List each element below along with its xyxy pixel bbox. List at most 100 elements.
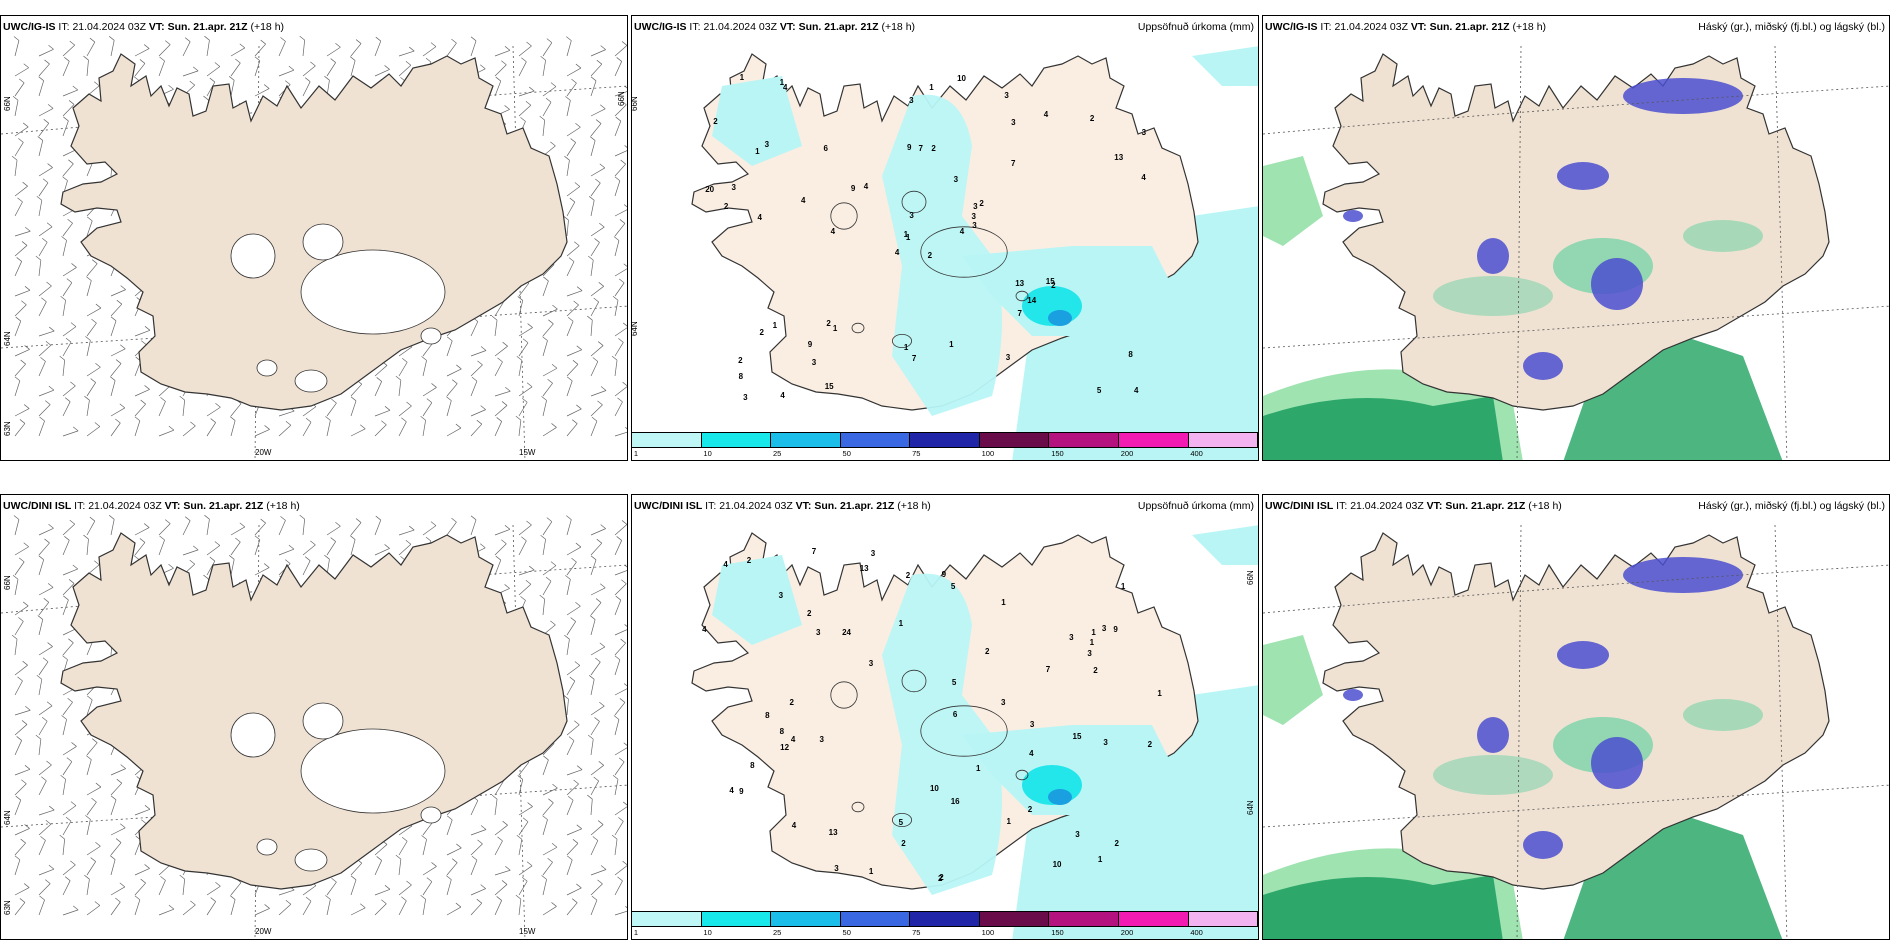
wind-barb-flag [620, 638, 626, 644]
wind-barb-flag [623, 683, 627, 687]
wind-barb-flag [591, 895, 598, 901]
wind-barb [518, 881, 528, 896]
wind-barb-flag [521, 876, 528, 882]
colorbar-cell [771, 912, 841, 926]
cloud-panel-top: UWC/IG-IS IT: 21.04.2024 03Z VT: Sun. 21… [1262, 15, 1890, 461]
precip-value: 4 [757, 212, 762, 222]
precip-value: 3 [731, 183, 736, 193]
wind-barb-flag [17, 197, 23, 203]
wind-barb [590, 542, 603, 556]
wind-barb [254, 43, 266, 57]
wind-barb-flag [70, 860, 76, 866]
wind-barb [254, 908, 270, 916]
wind-barb-flag [229, 895, 236, 900]
wind-barb-flag [384, 65, 390, 70]
wind-barb-flag [563, 215, 569, 221]
cloud-map-bottom [1263, 524, 1889, 939]
wind-barb [14, 724, 28, 736]
wind-barb [590, 602, 602, 616]
precip-value: 2 [905, 570, 911, 580]
wind-barb [62, 89, 78, 97]
wind-barb [518, 806, 533, 816]
wind-barb-flag [24, 345, 30, 350]
parallel-66n [1263, 85, 1889, 135]
wind-barb [14, 349, 30, 357]
wind-barb-flag [470, 36, 477, 42]
wind-barb-flag [376, 377, 382, 382]
wind-barb-flag [65, 816, 72, 822]
wind-barb-flag [575, 601, 581, 607]
wind-barb [302, 519, 306, 536]
wind-barb-flag [456, 843, 462, 849]
wind-barb-flag [71, 263, 77, 268]
wind-barb [542, 846, 558, 856]
colorbar-cell [979, 912, 1050, 926]
wind-barb-flag [38, 555, 44, 560]
wind-barb [590, 765, 604, 776]
wind-barb-flag [159, 56, 165, 62]
wind-barb-flag [616, 536, 622, 541]
wind-barb-flag [60, 295, 66, 301]
wind-barb [134, 899, 141, 916]
wind-barb [62, 805, 77, 816]
wind-barb-flag [36, 674, 43, 680]
wind-barb [62, 44, 75, 57]
wind-barb [518, 420, 522, 437]
wind-barb-flag [116, 299, 123, 305]
wind-barb [614, 642, 626, 656]
wind-barb [542, 264, 555, 277]
precip-panel-bottom: UWC/DINI ISL IT: 21.04.2024 03Z VT: Sun.… [631, 494, 1259, 940]
precip-title: Uppsöfnuð úrkoma (mm) [1137, 21, 1254, 33]
wind-barb [614, 342, 624, 357]
wind-barb [38, 301, 47, 317]
wind-barb-flag [110, 316, 117, 322]
wind-barb [350, 907, 366, 916]
wind-barb [398, 380, 402, 397]
cloud-title: Háský (gr.), miðský (fj.bl.) og lágský (… [1698, 21, 1885, 33]
wind-barb-flag [95, 841, 101, 847]
wind-barb-flag [95, 782, 102, 788]
wind-barb [14, 859, 21, 876]
wind-barb [470, 350, 487, 357]
precip-fill [1012, 46, 1258, 460]
wind-barb-flag [395, 375, 402, 381]
wind-barb-flag [624, 624, 627, 627]
map-grid [1263, 524, 1889, 939]
precip-value: 1 [898, 619, 904, 629]
wind-barb [470, 843, 483, 856]
wind-barb-flag [566, 36, 572, 41]
wind-barb [518, 899, 522, 916]
wind-barb-flag [525, 101, 532, 106]
wind-barb [470, 860, 478, 876]
wind-barb [38, 721, 48, 736]
wind-barb [14, 664, 28, 676]
wind-barb-flag [71, 742, 77, 747]
wind-barb [614, 401, 623, 417]
wind-barb-flag [597, 820, 604, 825]
wind-barb [590, 167, 605, 177]
wind-barb [110, 320, 117, 337]
precip-value: 20 [705, 184, 715, 194]
wind-barb [542, 580, 552, 596]
wind-barb-flag [491, 315, 498, 321]
wind-barb-flag [89, 516, 96, 522]
precip-value: 3 [972, 220, 977, 230]
glaciers [230, 223, 446, 393]
wind-barb-flag [168, 563, 174, 569]
wind-barb-flag [61, 236, 67, 241]
wind-barb-flag [24, 824, 30, 829]
wind-barb-flag [597, 879, 603, 885]
glacier [300, 249, 446, 335]
wind-barb-flag [541, 396, 547, 401]
wind-barb [566, 201, 576, 217]
precip-value: 3 [1004, 91, 1009, 101]
precip-value: 9 [1113, 625, 1118, 635]
wind-barb [542, 787, 558, 796]
wind-barb [278, 41, 286, 57]
wind-barb-flag [600, 45, 606, 50]
wind-barb [206, 519, 210, 536]
wind-barb [110, 407, 125, 417]
wind-barb-flag [497, 836, 503, 842]
high-cloud-patch [1343, 210, 1363, 222]
lat-label-66: 66N [3, 96, 12, 111]
